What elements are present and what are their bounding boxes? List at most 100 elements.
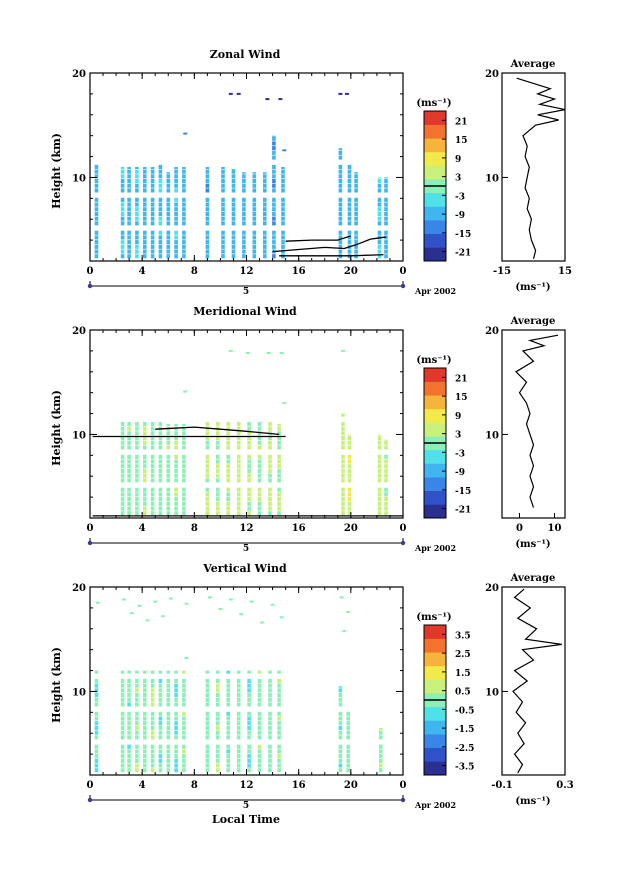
data-cell xyxy=(257,468,262,473)
data-cell xyxy=(384,179,388,184)
data-cell xyxy=(341,506,345,511)
data-cell xyxy=(150,202,155,207)
data-cell xyxy=(346,749,350,754)
colorbar-cell xyxy=(424,734,446,749)
data-cell xyxy=(377,478,382,483)
data-cell xyxy=(272,240,276,245)
data-cell xyxy=(272,135,276,137)
data-cell xyxy=(120,702,125,707)
contour-line xyxy=(285,235,351,242)
data-cell xyxy=(120,697,125,702)
data-cell xyxy=(338,697,343,702)
data-cell xyxy=(281,188,285,193)
data-cell xyxy=(263,202,267,207)
colorbar-cell xyxy=(424,625,446,639)
data-cell xyxy=(338,197,343,202)
data-cell xyxy=(150,744,155,749)
data-cell xyxy=(341,468,345,473)
data-cell xyxy=(247,768,251,773)
colorbar-cell xyxy=(424,233,446,248)
data-cell xyxy=(384,177,388,179)
data-cell xyxy=(94,216,99,221)
data-cell xyxy=(150,768,155,773)
data-cell xyxy=(252,240,257,245)
colorbar-cell xyxy=(424,463,446,478)
average-frame xyxy=(501,72,566,262)
data-cell xyxy=(341,501,345,506)
colorbar-tick-label: 3 xyxy=(455,431,461,441)
data-cell xyxy=(338,702,343,707)
data-cell xyxy=(94,249,99,254)
data-cell xyxy=(346,763,350,768)
data-cell xyxy=(252,179,257,184)
data-cell xyxy=(143,497,147,502)
data-cell xyxy=(277,721,281,726)
data-cell xyxy=(226,487,230,492)
data-cell xyxy=(135,454,139,459)
x-tick-label: 12 xyxy=(240,523,254,534)
data-cell xyxy=(174,207,178,212)
data-cell xyxy=(135,169,139,174)
colorbar-tick-label: 15 xyxy=(455,136,468,146)
data-cell xyxy=(221,174,225,179)
data-cell xyxy=(150,249,155,254)
data-cell xyxy=(150,179,155,184)
data-cell xyxy=(205,179,210,184)
data-cell xyxy=(205,492,210,497)
data-cell xyxy=(135,716,139,721)
data-cell xyxy=(277,478,281,483)
colorbar-cell xyxy=(424,220,446,235)
data-cell xyxy=(150,221,155,226)
data-cell xyxy=(384,487,388,492)
colorbar-cell xyxy=(424,679,446,694)
contour-line xyxy=(155,426,280,436)
data-cell xyxy=(341,459,345,464)
data-cell xyxy=(216,730,220,735)
data-cell xyxy=(281,244,285,249)
data-cell xyxy=(236,730,241,735)
data-cell xyxy=(205,230,210,235)
data-cell xyxy=(277,459,281,464)
data-cell xyxy=(158,221,163,226)
data-cell xyxy=(341,473,345,478)
data-cell xyxy=(127,174,131,179)
data-cell xyxy=(120,179,125,184)
average-frame xyxy=(501,586,566,776)
data-cell xyxy=(174,670,178,674)
data-cell xyxy=(226,683,230,688)
data-cell xyxy=(158,473,163,478)
data-cell xyxy=(221,167,225,169)
data-cell xyxy=(221,169,225,174)
data-cell xyxy=(231,240,236,245)
data-cell xyxy=(247,487,251,492)
y-tick-label: 10 xyxy=(72,430,86,441)
data-cell xyxy=(174,464,178,469)
data-cell xyxy=(247,683,251,688)
data-cell xyxy=(158,211,163,216)
data-cell xyxy=(158,749,163,754)
data-cell xyxy=(150,207,155,212)
colorbar-cell xyxy=(424,747,446,762)
data-cell xyxy=(247,754,251,759)
data-cell xyxy=(166,221,171,226)
data-cell xyxy=(226,436,230,441)
data-cell xyxy=(257,749,262,754)
data-cell xyxy=(174,697,178,702)
data-cell xyxy=(182,473,186,478)
data-cell xyxy=(268,721,272,726)
data-cell xyxy=(263,249,267,254)
data-cell xyxy=(143,725,147,730)
data-cell xyxy=(257,421,262,426)
data-cell xyxy=(216,697,220,702)
data-cell xyxy=(277,693,281,698)
data-cell xyxy=(143,207,147,212)
data-cell xyxy=(166,478,171,483)
data-cell xyxy=(120,202,125,207)
data-cell xyxy=(247,758,251,763)
data-cell xyxy=(242,221,246,226)
data-cell xyxy=(205,459,210,464)
average-unit-label: (ms⁻¹) xyxy=(515,539,550,550)
data-cell xyxy=(135,431,139,436)
data-cell xyxy=(166,492,171,497)
data-cell xyxy=(252,172,257,174)
